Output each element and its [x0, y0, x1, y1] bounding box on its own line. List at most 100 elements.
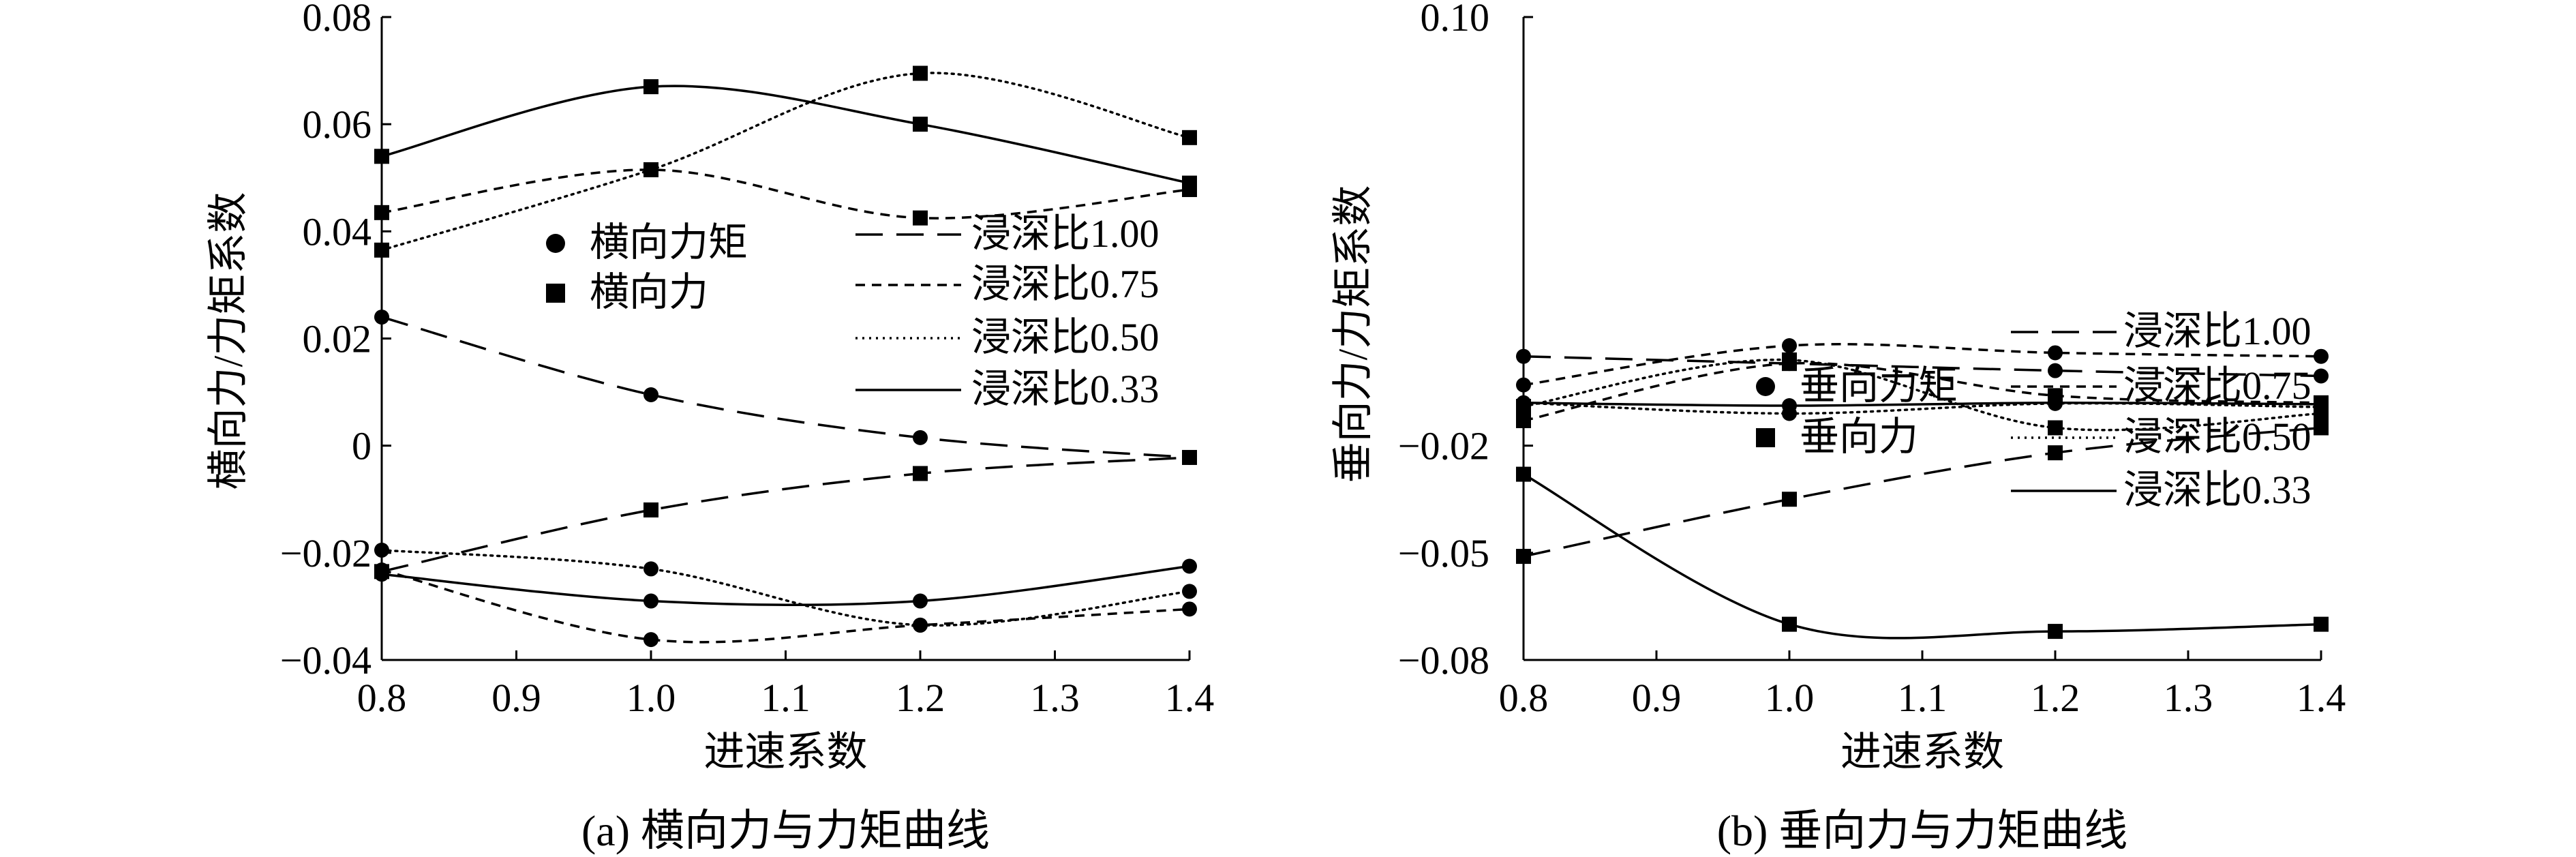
series-line-7 — [1523, 473, 2322, 640]
series-line-0 — [381, 316, 1190, 459]
series-line-6 — [1523, 402, 2322, 407]
data-point-square — [913, 466, 928, 481]
legend-line-label: 浸深比1.00 — [2123, 309, 2312, 353]
y-tick-label: 0.04 — [303, 209, 372, 254]
x-tick-label: 1.1 — [761, 676, 810, 720]
data-point-square — [1782, 492, 1797, 507]
y-tick-label: −0.02 — [1398, 424, 1489, 468]
y-tick-label: 0 — [352, 424, 372, 468]
data-point-square — [1516, 466, 1531, 482]
data-point-circle — [643, 561, 658, 577]
legend-line-label: 浸深比0.50 — [2123, 415, 2312, 459]
data-point-square — [913, 117, 928, 132]
data-point-circle — [1182, 558, 1197, 574]
data-point-circle — [1182, 601, 1197, 617]
data-point-circle — [374, 567, 389, 582]
y-axis-label: 垂向力/力矩系数 — [1331, 185, 1376, 483]
legend-marker-label: 垂向力 — [1800, 415, 1918, 459]
series-line-5 — [380, 72, 1191, 252]
data-point-circle — [374, 542, 389, 558]
x-tick-label: 1.2 — [896, 676, 945, 720]
data-point-square — [374, 205, 389, 220]
chart-caption: (b) 垂向力与力矩曲线 — [1717, 807, 2128, 855]
series-line-4 — [1522, 402, 2322, 415]
y-tick-label: 0.08 — [303, 0, 372, 40]
data-point-square — [2048, 420, 2063, 436]
data-point-circle — [374, 310, 389, 325]
data-point-square — [374, 149, 389, 164]
x-tick-label: 1.4 — [2297, 676, 2346, 720]
x-tick-label: 1.3 — [1030, 676, 1080, 720]
y-tick-label: 0.02 — [303, 317, 372, 361]
series-line-0 — [1523, 355, 2322, 378]
x-tick-label: 1.1 — [1898, 676, 1948, 720]
legend-square-marker — [546, 284, 565, 303]
chart-panel-0: 0.8 0.9 1.0 1.1 1.2 1.3 1.4 −0.04 −0.02 0 0.02 0.04… — [206, 0, 1214, 855]
legend-circle-marker — [546, 234, 565, 253]
y-axis-label: 横向力/力矩系数 — [206, 192, 251, 490]
data-point-square — [1182, 449, 1197, 465]
series-line-3 — [381, 168, 1190, 220]
data-point-circle — [1516, 348, 1531, 364]
data-point-square — [2048, 445, 2063, 461]
data-point-circle — [2314, 368, 2329, 384]
data-point-square — [1182, 175, 1197, 191]
data-point-square — [643, 502, 658, 517]
data-point-circle — [643, 387, 658, 403]
data-point-square — [1516, 549, 1531, 565]
data-point-circle — [2314, 348, 2329, 364]
legend-line-label: 浸深比1.00 — [971, 211, 1160, 256]
legend-marker-label: 横向力矩 — [590, 220, 748, 265]
data-point-square — [374, 242, 389, 258]
x-tick-label: 1.0 — [1765, 676, 1815, 720]
legend-circle-marker — [1756, 377, 1775, 396]
data-point-circle — [2048, 395, 2063, 410]
y-tick-label: −0.05 — [1398, 531, 1489, 575]
x-tick-label: 1.4 — [1165, 676, 1215, 720]
data-point-square — [1782, 352, 1797, 367]
data-point-square — [643, 162, 658, 177]
series-line-3 — [1523, 361, 2322, 422]
data-point-circle — [2314, 396, 2329, 412]
data-point-circle — [1516, 377, 1531, 393]
data-point-square — [1516, 412, 1531, 428]
data-point-square — [1782, 616, 1797, 632]
series-line-2 — [381, 569, 1190, 644]
data-point-circle — [1182, 584, 1197, 599]
series-line-5 — [1522, 358, 2322, 432]
legend-line-label: 浸深比0.33 — [971, 367, 1160, 411]
data-point-circle — [913, 430, 928, 445]
x-tick-label: 0.9 — [491, 676, 541, 720]
legend-line-label: 浸深比0.33 — [2123, 468, 2312, 512]
data-point-square — [913, 210, 928, 226]
x-tick-label: 0.9 — [1632, 676, 1682, 720]
data-point-square — [2314, 616, 2329, 632]
x-tick-label: 1.2 — [2031, 676, 2080, 720]
chart-panel-1: 0.8 0.9 1.0 1.1 1.2 1.3 1.4 −0.08 −0.05 −0.02 0.10… — [1331, 0, 2346, 855]
data-point-circle — [1516, 395, 1531, 410]
data-point-circle — [913, 617, 928, 633]
x-tick-label: 0.8 — [1499, 676, 1549, 720]
data-point-square — [913, 65, 928, 81]
legend-marker-label: 横向力 — [590, 270, 708, 314]
legend-marker-label: 垂向力矩 — [1800, 363, 1958, 408]
data-point-circle — [1782, 337, 1797, 353]
x-tick-label: 1.3 — [2164, 676, 2213, 720]
y-tick-label: 0.10 — [1421, 0, 1490, 40]
legend-square-marker — [1756, 428, 1775, 447]
data-point-circle — [643, 593, 658, 609]
data-point-circle — [913, 593, 928, 609]
x-tick-label: 0.8 — [357, 676, 407, 720]
series-line-2 — [1523, 343, 2322, 387]
legend-line-label: 浸深比0.75 — [2123, 363, 2312, 408]
legend-line-label: 浸深比0.50 — [971, 315, 1160, 359]
y-tick-label: −0.04 — [280, 638, 372, 682]
data-point-square — [1182, 130, 1197, 145]
data-point-square — [643, 79, 658, 95]
series-line-7 — [381, 85, 1190, 185]
data-point-circle — [1782, 397, 1797, 413]
y-tick-label: −0.02 — [280, 531, 372, 575]
series-line-6 — [381, 565, 1190, 606]
data-point-square — [2048, 624, 2063, 640]
